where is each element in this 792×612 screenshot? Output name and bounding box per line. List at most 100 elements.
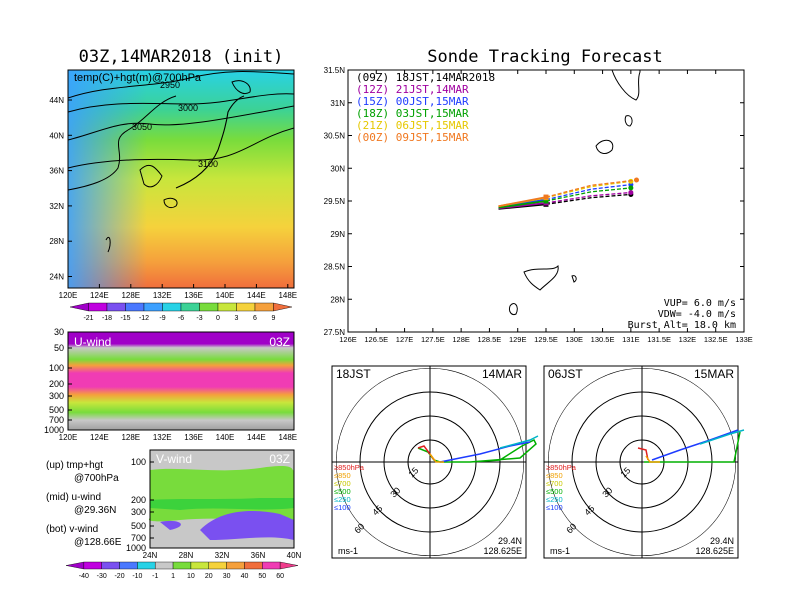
hodo-legend-item: ≤700 <box>334 479 351 488</box>
uwind-lon-label: 120E <box>59 433 78 442</box>
hodo2-date: 15MAR <box>694 367 734 381</box>
track-burst-point <box>543 198 549 204</box>
uwind-lon-label: 132E <box>153 433 172 442</box>
vwind-colorbar-label: 50 <box>258 573 266 580</box>
track-burst-point <box>543 194 549 200</box>
map700-colorbar-label: -12 <box>139 315 149 322</box>
map700-colorbar-label: -21 <box>83 315 93 322</box>
uwind-p-label: 30 <box>54 327 64 337</box>
hodo2-trace-orange <box>645 455 660 463</box>
map700-lon-label: 140E <box>216 291 235 300</box>
track-lat-label: 29N <box>330 230 345 239</box>
vwind-colorbar-swatch <box>83 561 102 570</box>
track-series-descent <box>545 179 637 198</box>
vwind-lat-label: 28N <box>179 551 194 560</box>
track-legend-item: (00Z) 09JST,15MAR <box>356 131 469 144</box>
contour-3100 <box>68 127 294 169</box>
hodo1-legend: ≥850hPa≤850≤700≤500≤250≤100 <box>334 463 365 512</box>
left-title: 03Z,14MAR2018 (init) <box>79 47 284 67</box>
info-burst: Burst Alt= 18.0 km <box>628 320 736 331</box>
track-lon-label: 127.5E <box>421 335 445 344</box>
hodo-legend-item: ≤100 <box>546 503 563 512</box>
track-lat-ticks: 31.5N 31N 30.5N 30N 29.5N 29N 28.5N 28N 27.5N <box>324 66 744 337</box>
track-landing-point <box>634 177 640 183</box>
uwind-p-label: 300 <box>49 391 64 401</box>
contour-label-2950: 2950 <box>160 80 180 90</box>
contour-3000 <box>68 93 294 113</box>
coast-kyushu-south <box>611 70 641 101</box>
vwind-p-label: 300 <box>131 507 146 517</box>
uwind-label: U-wind <box>74 335 111 349</box>
map700-lon-label: 124E <box>90 291 109 300</box>
hodo2-trace-blue <box>651 429 739 461</box>
hodo-legend-item: ≤850 <box>334 471 351 480</box>
coast-japan <box>175 95 245 189</box>
hodo1-time: 18JST <box>336 367 371 381</box>
contour-3050 <box>68 105 294 141</box>
coast-amami <box>523 264 559 291</box>
map700-colorbar-label: -15 <box>120 315 130 322</box>
map700-colorbar-label: 6 <box>253 315 257 322</box>
hodo-legend-item: ≤500 <box>546 487 563 496</box>
contour-2950 <box>68 71 294 99</box>
contour-label-3000: 3000 <box>178 103 198 113</box>
map700-lon-label: 120E <box>59 291 78 300</box>
hodo-legend-item: ≤700 <box>546 479 563 488</box>
vwind-purple-spot <box>160 520 181 530</box>
hodo-legend-item: ≤850 <box>546 471 563 480</box>
hodo1-unit: ms-1 <box>338 546 358 556</box>
vwind-lat-label: 40N <box>287 551 302 560</box>
vwind-lat-label: 32N <box>215 551 230 560</box>
track-lon-label: 128E <box>452 335 470 344</box>
hodo-legend-item: ≥850hPa <box>546 463 577 472</box>
vwind-colorbar: -40 -30 -20 -10 -1 1 10 20 30 40 50 60 <box>65 561 299 580</box>
hodo1-trace-cyan <box>499 435 539 449</box>
hodo2-unit: ms-1 <box>550 546 570 556</box>
map700-colorbar-label: 0 <box>216 315 220 322</box>
hodograph-1: 18JST 14MAR 15 30 45 60 ms-1 29.4N 128.6… <box>331 365 539 559</box>
note-up-level: @700hPa <box>74 473 119 484</box>
track-coast <box>509 70 641 315</box>
coast-yakushima <box>595 139 614 154</box>
track-lat-label: 29.5N <box>324 197 346 206</box>
vwind-green-core <box>150 498 294 510</box>
note-up: (up) tmp+hgt <box>46 460 103 471</box>
map700-lon-ticks: 120E 124E 128E 132E 136E 140E 144E 148E <box>59 284 297 300</box>
map700-lat-label: 40N <box>49 131 64 140</box>
coast-kyushu <box>163 197 178 209</box>
vwind-colorbar-swatch <box>65 561 85 570</box>
hodo-legend-item: ≤250 <box>334 495 351 504</box>
note-mid-level: @29.36N <box>74 505 116 516</box>
vwind-colorbar-swatch <box>119 561 138 570</box>
map700-colorbar: -21 -18 -15 -12 -9 -6 -3 0 3 6 9 <box>69 302 293 322</box>
vwind-lat-label: 36N <box>251 551 266 560</box>
map700-lon-label: 132E <box>153 291 172 300</box>
track-lon-label: 128.5E <box>478 335 502 344</box>
contour-label-3100: 3100 <box>198 159 218 169</box>
track-lon-label: 131E <box>622 335 640 344</box>
vwind-colorbar-label: 1 <box>171 573 175 580</box>
map700-colorbar-swatch <box>125 302 145 312</box>
map700-lat-label: 44N <box>49 96 64 105</box>
temperature-field-cold <box>68 70 294 288</box>
hodograph-2: 06JST 15MAR 15 30 45 60 ms-1 29.4N 128.6… <box>543 365 745 559</box>
vwind-colorbar-label: -10 <box>132 573 142 580</box>
vwind-colorbar-label: -20 <box>114 573 124 580</box>
track-lon-label: 126E <box>339 335 357 344</box>
vwind-colorbar-label: -40 <box>79 573 89 580</box>
note-bot-level: @128.66E <box>74 537 122 548</box>
track-lon-label: 126.5E <box>364 335 388 344</box>
map700-colorbar-label: -3 <box>196 315 202 322</box>
map700-frame <box>67 69 295 289</box>
coast-hokkaido <box>231 80 251 95</box>
track-lon-label: 127E <box>396 335 414 344</box>
vwind-colorbar-swatch <box>155 561 174 570</box>
map700-lon-label: 144E <box>247 291 266 300</box>
track-lon-label: 132.5E <box>704 335 728 344</box>
main-title: Sonde Tracking Forecast <box>427 47 662 67</box>
panel-notes: (up) tmp+hgt @700hPa (mid) u-wind @29.36… <box>46 460 122 548</box>
vwind-colorbar-swatch <box>190 561 209 570</box>
vwind-colorbar-swatch <box>262 561 281 570</box>
track-series-descent <box>545 180 631 199</box>
